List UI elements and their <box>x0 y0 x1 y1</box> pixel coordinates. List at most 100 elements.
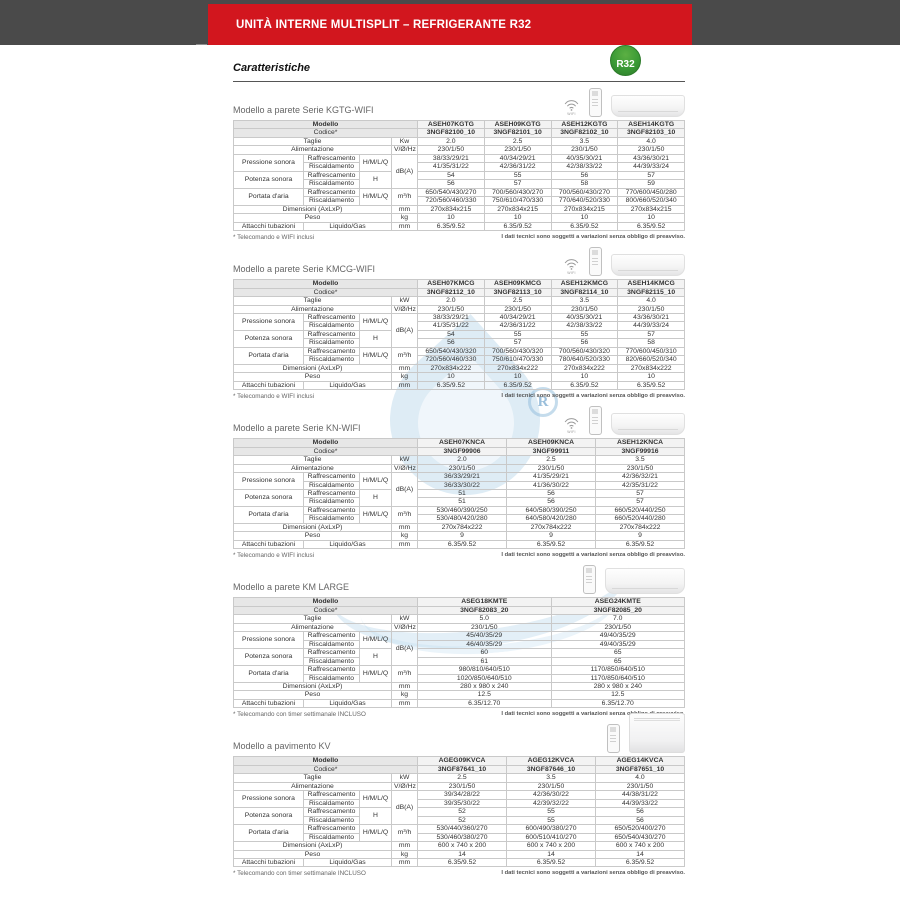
value-cell: 980/810/640/510 <box>417 665 552 675</box>
value-cell: 700/560/430/270 <box>550 187 619 198</box>
row-label-modello: Modello <box>233 119 418 130</box>
table-footnote: * Telecomando e WIFI inclusi <box>233 552 315 560</box>
row-label-modello: Modello <box>233 279 418 289</box>
unit-dba: dB(A) <box>391 472 418 507</box>
row-label-portata: Portata d'aria <box>233 187 304 206</box>
unit-h: H <box>359 489 392 507</box>
value-cell: 58 <box>550 179 619 189</box>
table-footer: * Telecomando e WIFI inclusi I dati tecni… <box>233 234 685 241</box>
value-cell: 46/40/35/29 <box>417 639 552 650</box>
unit-hmlq: H/M/L/Q <box>359 312 392 331</box>
sub-label-raffrescamento: Raffrescamento <box>303 153 360 164</box>
value-cell: 41/35/31/22 <box>417 321 485 331</box>
value-cell: 3.5 <box>550 296 619 306</box>
table-footnote: * Telecomando con timer settimanale INCL… <box>233 711 366 719</box>
value-cell: 270x834x215 <box>617 204 685 215</box>
sub-label-riscaldamento: Riscaldamento <box>303 162 360 172</box>
model-name: ASEH09KNCA <box>506 438 596 448</box>
value-cell: 14 <box>595 849 685 860</box>
row-label-modello: Modello <box>233 438 418 448</box>
unit-m3h: m³/h <box>391 346 418 365</box>
value-cell: 56 <box>550 338 619 348</box>
value-cell: 530/480/420/280 <box>417 514 507 524</box>
section-title: Modello a parete Serie KGTG-WIFI <box>233 105 374 115</box>
table-disclaimer: I dati tecnici sono soggetti a variazion… <box>501 711 685 718</box>
section-header: Modello a pavimento KV <box>233 713 685 756</box>
model-code: 3NGF82103_10 <box>617 128 685 138</box>
value-cell: 51 <box>417 497 507 507</box>
value-cell: 270x784x222 <box>506 522 596 533</box>
value-cell: 43/36/30/21 <box>617 312 685 323</box>
value-cell: 9 <box>595 531 685 541</box>
remote-control-image <box>589 406 602 436</box>
row-label-peso: Peso <box>233 372 392 382</box>
value-cell: 56 <box>417 179 485 189</box>
sub-label-riscaldamento: Riscaldamento <box>303 196 360 206</box>
section-title: Modello a parete Serie KN-WIFI <box>233 423 361 434</box>
value-cell: 3.5 <box>550 136 619 147</box>
value-cell: 660/520/440/280 <box>595 514 685 524</box>
value-cell: 45/40/35/29 <box>417 631 552 641</box>
unit-mm: mm <box>391 363 418 374</box>
model-code: 3NGF82114_10 <box>550 287 619 298</box>
unit-mm: mm <box>391 698 418 709</box>
value-cell: 270x834x215 <box>550 204 619 215</box>
value-cell: 9 <box>417 531 507 541</box>
value-cell: 42/36/31/22 <box>483 321 552 331</box>
value-cell: 42/35/31/22 <box>595 480 685 491</box>
unit-vhz: V/Ø/Hz <box>391 145 418 155</box>
value-cell: 230/1/50 <box>417 781 507 792</box>
wall-unit-image <box>611 254 685 277</box>
wifi-icon: WIFI <box>563 97 580 116</box>
model-name: ASEH12KMCG <box>550 279 619 289</box>
value-cell: 10 <box>550 213 619 223</box>
sub-label-raffrescamento: Raffrescamento <box>303 346 360 357</box>
value-cell: 43/36/30/21 <box>617 153 685 164</box>
value-cell: 44/38/31/22 <box>595 790 685 800</box>
value-cell: 6.35/9.52 <box>483 380 552 391</box>
model-code: 3NGF99906 <box>417 446 507 457</box>
row-label-taglie: Taglie <box>233 455 392 465</box>
value-cell: 59 <box>617 179 685 189</box>
heading-row: Caratteristiche R32 <box>233 45 685 82</box>
value-cell: 780/640/520/330 <box>550 355 619 365</box>
value-cell: 280 x 980 x 240 <box>550 681 685 692</box>
row-label-potenza: Potenza sonora <box>233 489 304 507</box>
model-code: 3NGF82100_10 <box>417 128 485 138</box>
sub-label-raffrescamento: Raffrescamento <box>303 648 360 658</box>
value-cell: 6.35/9.52 <box>617 380 685 391</box>
value-cell: 720/560/460/330 <box>417 355 485 365</box>
value-cell: 42/38/33/22 <box>550 321 619 331</box>
value-cell: 700/560/430/320 <box>483 346 552 357</box>
unit-mm: mm <box>391 221 418 232</box>
value-cell: 230/1/50 <box>595 463 685 474</box>
unit-h: H <box>359 648 392 667</box>
unit-hmlq: H/M/L/Q <box>359 346 392 365</box>
unit-hmlq: H/M/L/Q <box>359 472 392 490</box>
sub-label-riscaldamento: Riscaldamento <box>303 815 360 826</box>
value-cell: 42/38/33/22 <box>550 162 619 172</box>
section-kgtg-wifi: Modello a parete Serie KGTG-WIFI WIFI Mode… <box>233 88 685 241</box>
value-cell: 6.35/9.52 <box>506 857 596 868</box>
value-cell: 600 x 740 x 200 <box>506 841 596 851</box>
sub-label-riscaldamento: Riscaldamento <box>303 355 360 365</box>
table-footnote: * Telecomando e WIFI inclusi <box>233 393 315 401</box>
unit-mm: mm <box>391 522 418 533</box>
row-label-modello: Modello <box>233 756 418 766</box>
value-cell: 770/600/450/310 <box>617 346 685 357</box>
unit-vhz: V/Ø/Hz <box>391 622 418 633</box>
value-cell: 230/1/50 <box>617 304 685 314</box>
value-cell: 6.35/12.70 <box>550 698 685 709</box>
unit-m3h: m³/h <box>391 824 418 843</box>
value-cell: 770/640/520/330 <box>550 196 619 206</box>
value-cell: 230/1/50 <box>417 622 552 633</box>
unit-hmlq: H/M/L/Q <box>359 187 392 206</box>
value-cell: 6.35/9.52 <box>417 380 485 391</box>
value-cell: 2.5 <box>483 296 552 306</box>
row-label-dimensioni: Dimensioni (AxLxP) <box>233 522 392 533</box>
value-cell: 2.5 <box>506 455 596 465</box>
sub-label-raffrescamento: Raffrescamento <box>303 631 360 641</box>
sub-label-liquido-gas: Liquido/Gas <box>303 380 392 391</box>
section-kmcg-wifi: Modello a parete Serie KMCG-WIFI WIFI Mode… <box>233 247 685 401</box>
unit-kg: kg <box>391 531 418 541</box>
